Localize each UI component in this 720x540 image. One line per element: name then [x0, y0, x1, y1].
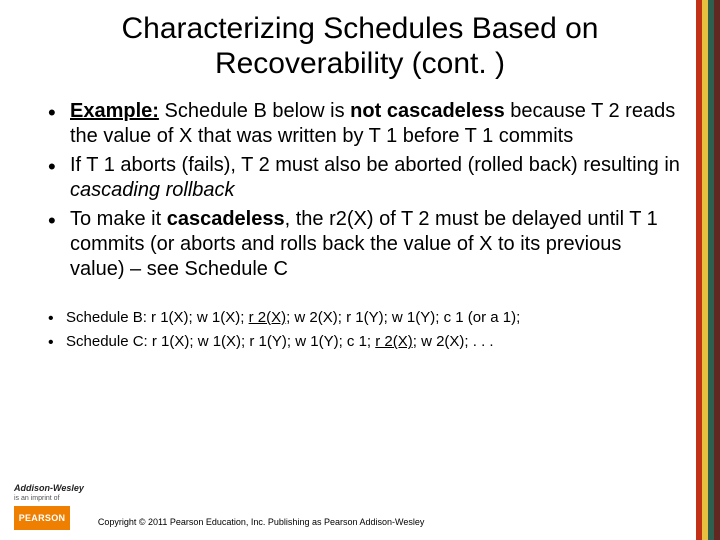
aw-name: Addison-Wesley	[14, 484, 84, 493]
publisher-logos: Addison-Wesley is an imprint of PEARSON	[14, 484, 84, 530]
sub-bullet-list: Schedule B: r 1(X); w 1(X); r 2(X); w 2(…	[40, 308, 680, 353]
bullet-item: To make it cascadeless, the r2(X) of T 2…	[48, 207, 680, 282]
slide: Characterizing Schedules Based on Recove…	[0, 0, 720, 540]
bullet-item: Schedule B: r 1(X); w 1(X); r 2(X); w 2(…	[48, 308, 680, 328]
bullet-item: Example: Schedule B below is not cascade…	[48, 99, 680, 149]
main-bullet-list: Example: Schedule B below is not cascade…	[40, 99, 680, 282]
footer: Addison-Wesley is an imprint of PEARSON …	[14, 484, 424, 530]
decorative-stripes	[696, 0, 720, 540]
bullet-item: If T 1 aborts (fails), T 2 must also be …	[48, 153, 680, 203]
spacer	[40, 286, 680, 308]
pearson-logo: PEARSON	[14, 506, 70, 530]
stripe	[714, 0, 720, 540]
slide-title: Characterizing Schedules Based on Recove…	[40, 12, 680, 81]
bullet-item: Schedule C: r 1(X); w 1(X); r 1(Y); w 1(…	[48, 332, 680, 352]
aw-imprint-text: is an imprint of	[14, 495, 60, 502]
addison-wesley-logo: Addison-Wesley is an imprint of	[14, 484, 84, 502]
copyright-text: Copyright © 2011 Pearson Education, Inc.…	[98, 517, 425, 530]
